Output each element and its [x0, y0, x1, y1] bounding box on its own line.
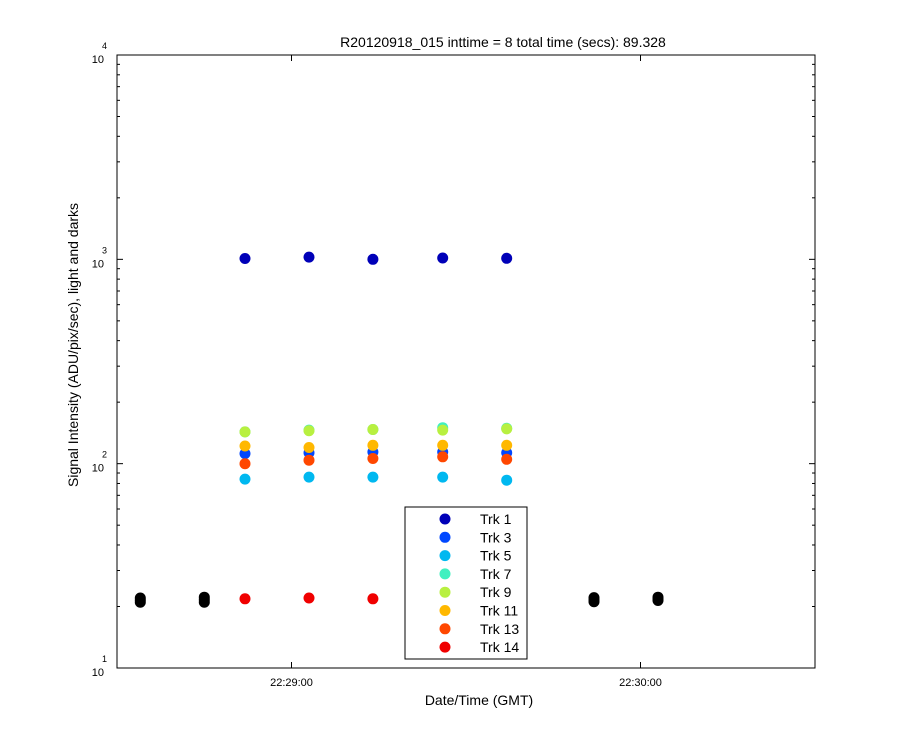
data-point — [134, 592, 146, 604]
series-2 — [239, 471, 513, 486]
data-point — [239, 440, 251, 452]
data-point — [367, 439, 379, 451]
series-0 — [239, 251, 513, 265]
data-point — [437, 439, 449, 451]
data-point — [303, 592, 315, 604]
data-point — [198, 591, 210, 603]
data-point — [437, 252, 449, 264]
legend-marker — [439, 623, 451, 635]
data-point — [501, 439, 513, 451]
data-point — [501, 453, 513, 465]
data-point — [303, 471, 315, 483]
data-point — [303, 454, 315, 466]
data-point — [437, 471, 449, 483]
data-point — [367, 424, 379, 435]
series-4 — [239, 423, 513, 438]
legend-label: Trk 7 — [480, 566, 512, 582]
y-tick-exponent: 2 — [102, 450, 107, 460]
x-axis-title: Date/Time (GMT) — [425, 692, 533, 708]
data-point — [501, 252, 513, 264]
data-point — [501, 423, 513, 435]
x-tick-label: 22:30:00 — [619, 677, 662, 689]
data-point — [239, 426, 251, 438]
data-point — [437, 424, 449, 436]
series-6 — [239, 451, 513, 470]
data-point — [652, 591, 664, 603]
legend-label: Trk 9 — [480, 584, 512, 600]
y-tick-label: 10 — [92, 54, 104, 66]
ticks-layer: 10 1 10 2 10 3 10 4 22:29:00 22:30:00 — [92, 41, 815, 689]
data-point — [501, 474, 513, 486]
legend-label: Trk 3 — [480, 529, 512, 545]
data-point — [367, 453, 379, 464]
legend-label: Trk 5 — [480, 548, 512, 564]
y-tick-label: 10 — [92, 463, 104, 475]
legend-label: Trk 11 — [480, 603, 518, 619]
legend-box — [404, 506, 528, 660]
legend-marker — [439, 641, 451, 653]
data-point — [303, 251, 315, 263]
y-tick-exponent: 3 — [102, 245, 107, 255]
y-tick-exponent: 4 — [102, 41, 107, 51]
legend-marker — [439, 531, 451, 543]
series-5 — [239, 439, 513, 453]
legend-marker — [439, 605, 451, 616]
legend: Trk 1 Trk 3 Trk 5 Trk 7 Trk 9 Trk 11 Trk 13 Trk… — [404, 506, 528, 660]
series-8 — [134, 591, 664, 608]
legend-marker — [439, 550, 451, 562]
legend-label: Trk 14 — [480, 639, 519, 655]
data-point — [239, 473, 251, 485]
legend-marker — [439, 568, 451, 580]
data-point — [239, 458, 251, 470]
data-point — [303, 442, 315, 453]
data-point — [239, 253, 251, 264]
legend-label: Trk 1 — [480, 511, 512, 527]
data-point — [367, 593, 379, 605]
data-point — [437, 451, 449, 463]
y-tick-exponent: 1 — [102, 654, 107, 664]
data-point — [588, 592, 600, 604]
legend-marker — [439, 586, 451, 598]
legend-marker — [439, 513, 451, 525]
data-point — [367, 471, 379, 483]
y-tick-label: 10 — [92, 667, 104, 679]
data-point — [239, 593, 251, 605]
y-tick-label: 10 — [92, 258, 104, 270]
data-point — [303, 425, 315, 437]
y-axis-title: Signal Intensity (ADU/pix/sec), light an… — [65, 203, 81, 487]
x-tick-label: 22:29:00 — [270, 677, 313, 689]
legend-label: Trk 13 — [480, 621, 519, 637]
chart-title: R20120918_015 inttime = 8 total time (se… — [340, 34, 666, 50]
data-point — [367, 253, 379, 265]
data-point — [239, 448, 251, 460]
